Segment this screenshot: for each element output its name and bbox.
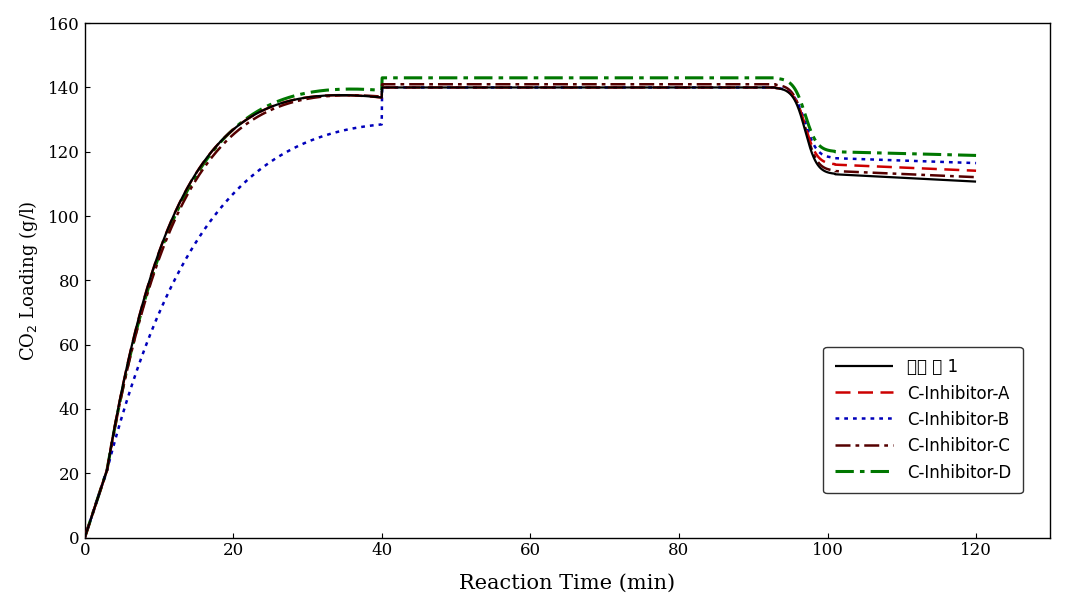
C-Inhibitor-B xyxy=(376,84,388,91)
흥수 제 1 xyxy=(781,88,794,95)
흥수 제 1 xyxy=(944,177,957,184)
C-Inhibitor-D xyxy=(781,77,794,85)
C-Inhibitor-C xyxy=(512,80,525,88)
Y-axis label: CO$_2$ Loading (g/l): CO$_2$ Loading (g/l) xyxy=(17,200,39,361)
C-Inhibitor-B xyxy=(970,160,983,167)
C-Inhibitor-B xyxy=(78,534,91,541)
흥수 제 1 xyxy=(124,348,137,356)
C-Inhibitor-D xyxy=(489,74,501,82)
흥수 제 1 xyxy=(512,84,525,91)
Line: C-Inhibitor-C: C-Inhibitor-C xyxy=(84,84,976,538)
흥수 제 1 xyxy=(376,84,388,91)
C-Inhibitor-A xyxy=(489,84,501,91)
C-Inhibitor-D xyxy=(512,74,525,82)
Line: 흥수 제 1: 흥수 제 1 xyxy=(84,88,976,538)
C-Inhibitor-A xyxy=(944,166,957,174)
C-Inhibitor-B xyxy=(944,158,957,166)
C-Inhibitor-A xyxy=(970,167,983,174)
C-Inhibitor-D xyxy=(124,351,137,359)
C-Inhibitor-D xyxy=(944,151,957,158)
C-Inhibitor-C xyxy=(781,85,794,92)
C-Inhibitor-D xyxy=(944,151,957,158)
흥수 제 1 xyxy=(78,534,91,541)
X-axis label: Reaction Time (min): Reaction Time (min) xyxy=(460,573,675,593)
C-Inhibitor-B xyxy=(124,387,137,394)
C-Inhibitor-A xyxy=(376,84,388,91)
Line: C-Inhibitor-D: C-Inhibitor-D xyxy=(84,78,976,538)
C-Inhibitor-C xyxy=(376,80,388,88)
C-Inhibitor-D xyxy=(376,74,388,82)
C-Inhibitor-C xyxy=(489,80,501,88)
C-Inhibitor-A xyxy=(78,534,91,541)
흥수 제 1 xyxy=(944,177,957,184)
Line: C-Inhibitor-A: C-Inhibitor-A xyxy=(84,88,976,538)
Line: C-Inhibitor-B: C-Inhibitor-B xyxy=(84,88,976,538)
C-Inhibitor-A xyxy=(944,166,957,174)
C-Inhibitor-D xyxy=(970,152,983,159)
C-Inhibitor-B xyxy=(512,84,525,91)
C-Inhibitor-D xyxy=(78,534,91,541)
C-Inhibitor-B xyxy=(489,84,501,91)
C-Inhibitor-A xyxy=(512,84,525,91)
흥수 제 1 xyxy=(489,84,501,91)
C-Inhibitor-B xyxy=(944,158,957,166)
C-Inhibitor-C xyxy=(970,174,983,181)
C-Inhibitor-C xyxy=(78,534,91,541)
C-Inhibitor-C xyxy=(944,172,957,180)
C-Inhibitor-C xyxy=(944,172,957,180)
C-Inhibitor-C xyxy=(124,353,137,361)
C-Inhibitor-B xyxy=(781,87,794,94)
Legend: 흥수 제 1, C-Inhibitor-A, C-Inhibitor-B, C-Inhibitor-C, C-Inhibitor-D: 흥수 제 1, C-Inhibitor-A, C-Inhibitor-B, C-… xyxy=(824,347,1022,493)
C-Inhibitor-A xyxy=(124,348,137,356)
C-Inhibitor-A xyxy=(781,87,794,94)
흥수 제 1 xyxy=(970,178,983,185)
